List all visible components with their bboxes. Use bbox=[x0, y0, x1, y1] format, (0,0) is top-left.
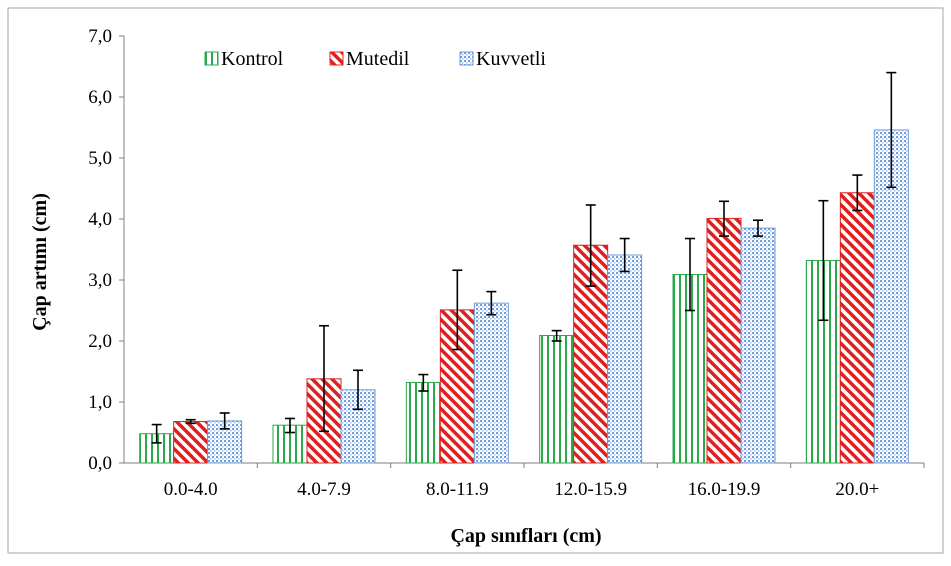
x-tick-label: 8.0-11.9 bbox=[426, 479, 489, 500]
legend-swatch-kuvvetli bbox=[459, 51, 474, 66]
legend-label-kuvvetli: Kuvvetli bbox=[476, 48, 546, 70]
bar-mutedil bbox=[839, 192, 875, 464]
bar-kontrol bbox=[405, 381, 441, 464]
y-tick-label: 7,0 bbox=[88, 26, 112, 47]
legend-swatch-mutedil bbox=[329, 51, 344, 66]
x-tick-label: 20.0+ bbox=[835, 479, 879, 500]
bar-kontrol bbox=[539, 335, 575, 464]
y-tick-label: 3,0 bbox=[88, 270, 112, 291]
y-tick-label: 4,0 bbox=[88, 209, 112, 230]
legend-label-mutedil: Mutedil bbox=[346, 48, 410, 70]
y-axis-title: Çap artımı (cm) bbox=[29, 193, 51, 331]
chart-border bbox=[7, 7, 944, 554]
y-tick-label: 5,0 bbox=[88, 148, 112, 169]
y-tick-label: 6,0 bbox=[88, 87, 112, 108]
legend-swatch-kontrol bbox=[204, 51, 219, 66]
y-tick-label: 2,0 bbox=[88, 331, 112, 352]
bar-kuvvetli bbox=[740, 227, 776, 464]
x-tick-label: 12.0-15.9 bbox=[554, 479, 627, 500]
x-tick-label: 4.0-7.9 bbox=[297, 479, 351, 500]
x-axis-title: Çap sınıfları (cm) bbox=[450, 525, 601, 547]
bar-kuvvetli bbox=[473, 302, 509, 464]
legend-label-kontrol: Kontrol bbox=[221, 48, 284, 70]
x-tick-label: 0.0-4.0 bbox=[164, 479, 218, 500]
y-tick-label: 1,0 bbox=[88, 392, 112, 413]
y-tick-label: 0,0 bbox=[88, 453, 112, 474]
legend: Kontrol Mutedil Kuvvetli bbox=[204, 48, 546, 70]
plot-area: 0,0 1,0 2,0 3,0 4,0 5,0 6,0 7,0 0.0-4.0 4.0-7.9 8.… bbox=[88, 26, 925, 500]
bar-kuvvetli bbox=[607, 254, 643, 464]
bar-mutedil bbox=[706, 217, 742, 464]
x-tick-label: 16.0-19.9 bbox=[688, 479, 761, 500]
bar-mutedil bbox=[173, 421, 209, 464]
